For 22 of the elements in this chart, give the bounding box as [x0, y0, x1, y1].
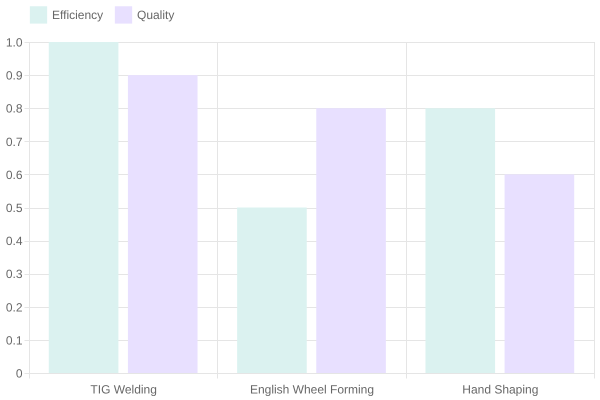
y-tick-label: 0: [16, 366, 23, 380]
y-tick-label: 0.7: [6, 134, 23, 149]
x-tick-label: English Wheel Forming: [250, 382, 374, 396]
y-tick-label: 0.3: [6, 267, 23, 282]
bar: [128, 75, 198, 373]
y-tick-label: 0.5: [6, 201, 23, 215]
bar: [504, 174, 574, 373]
legend-label: Quality: [137, 8, 174, 22]
bar: [237, 208, 307, 373]
y-tick-label: 0.6: [6, 168, 23, 182]
y-tick-label: 0.8: [6, 102, 23, 116]
bar: [48, 42, 118, 373]
x-tick-label: Hand Shaping: [462, 382, 538, 396]
bar: [425, 108, 496, 373]
legend-label: Efficiency: [52, 8, 104, 22]
y-tick-label: 0.1: [6, 333, 23, 348]
y-tick-label: 0.2: [6, 300, 23, 314]
x-tick-label: TIG Welding: [90, 382, 157, 396]
y-tick-label: 0.9: [6, 68, 23, 83]
y-tick-label: 0.4: [6, 234, 23, 248]
bar: [316, 108, 386, 373]
y-tick-label: 1.0: [6, 36, 23, 50]
